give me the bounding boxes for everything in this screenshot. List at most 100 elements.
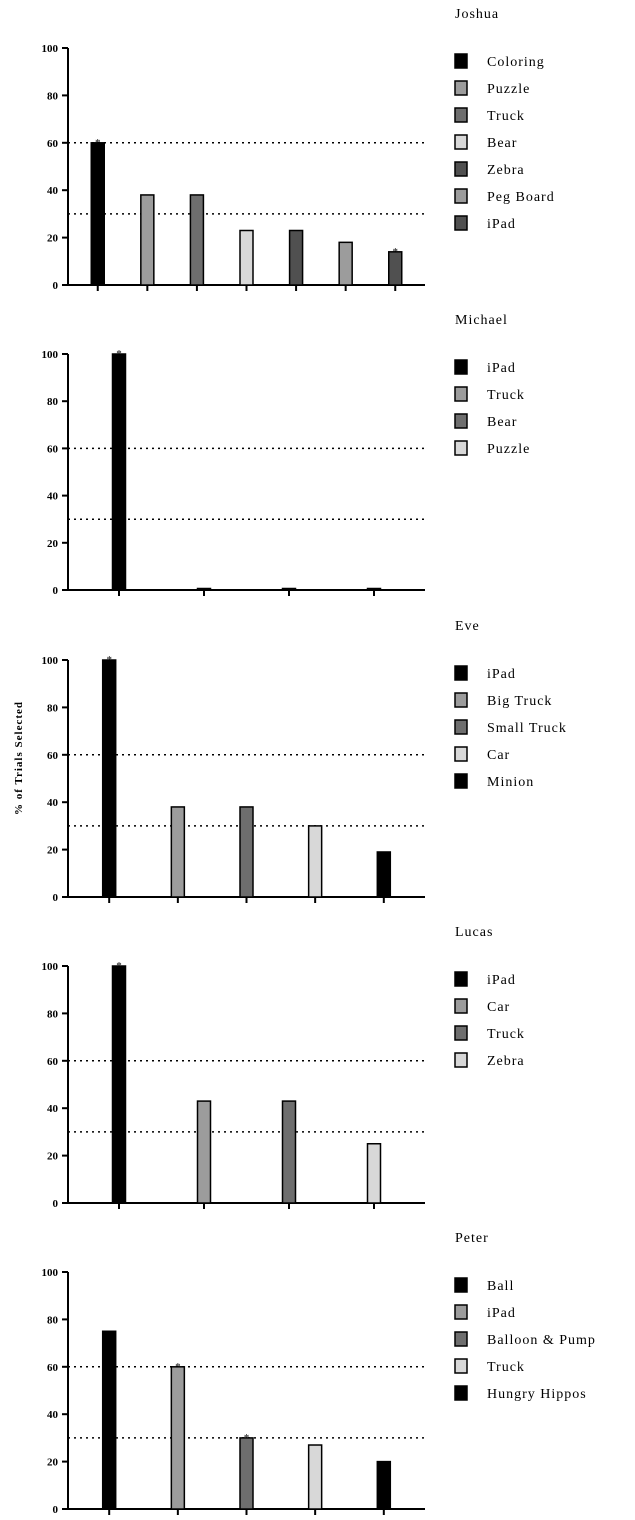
y-tick-label: 40 — [47, 1409, 59, 1421]
bar — [90, 142, 105, 286]
y-tick-label: 80 — [47, 396, 59, 408]
y-tick-label: 100 — [42, 655, 59, 667]
legend-label: Peg Board — [487, 190, 555, 205]
y-tick-label: 100 — [42, 961, 59, 973]
legend-label: iPad — [487, 217, 516, 232]
legend-label: Puzzle — [487, 82, 530, 97]
significance-star: * — [175, 1361, 181, 1373]
chart-panels: Joshua 0 20 40 60 80 100 * * Coloring Puzzle Truck B… — [42, 7, 595, 1516]
legend-label: Puzzle — [487, 442, 530, 457]
legend-swatch — [454, 971, 468, 987]
significance-star: * — [393, 246, 399, 258]
bar — [281, 587, 297, 591]
y-tick-label: 0 — [53, 585, 59, 597]
y-tick-label: 40 — [47, 491, 59, 503]
legend-swatch — [454, 1025, 468, 1041]
bar — [239, 806, 254, 898]
legend-label: Car — [487, 1000, 510, 1015]
bar — [366, 1143, 382, 1204]
bar — [111, 965, 127, 1204]
y-tick-label: 100 — [42, 1267, 59, 1279]
legend-swatch — [454, 1358, 468, 1374]
legend-swatch — [454, 1331, 468, 1347]
legend-label: iPad — [487, 361, 516, 376]
y-tick-label: 80 — [47, 1008, 59, 1020]
y-tick-label: 0 — [53, 1198, 59, 1210]
bar — [281, 1100, 297, 1204]
y-tick-label: 40 — [47, 185, 59, 197]
legend-label: Hungry Hippos — [487, 1387, 587, 1402]
y-tick-label: 0 — [53, 1504, 59, 1515]
legend-swatch — [454, 134, 468, 150]
legend-label: iPad — [487, 667, 516, 682]
legend-label: Truck — [487, 388, 525, 403]
bar — [239, 229, 254, 286]
legend-label: Zebra — [487, 163, 525, 178]
y-tick-label: 20 — [47, 538, 59, 550]
legend-label: Ball — [487, 1279, 514, 1294]
y-tick-label: 100 — [42, 43, 59, 55]
legend-swatch — [454, 773, 468, 789]
bar — [239, 1437, 254, 1510]
y-tick-label: 20 — [47, 1457, 59, 1469]
legend-label: Coloring — [487, 55, 545, 70]
legend-label: Truck — [487, 1360, 525, 1375]
legend-swatch — [454, 1385, 468, 1401]
y-tick-label: 40 — [47, 797, 59, 809]
legend-swatch — [454, 80, 468, 96]
significance-star: * — [106, 654, 112, 666]
panel-title: Michael — [455, 313, 508, 328]
bar — [140, 194, 155, 286]
bar — [101, 1330, 117, 1510]
legend-swatch — [454, 1304, 468, 1320]
y-axis-label: % of Trials Selected — [13, 701, 25, 815]
y-tick-label: 0 — [53, 280, 59, 292]
legend-label: Bear — [487, 136, 517, 151]
bar — [170, 1366, 186, 1510]
legend-swatch — [454, 107, 468, 123]
y-tick-label: 100 — [42, 349, 59, 361]
bar — [288, 229, 304, 286]
legend-swatch — [454, 413, 468, 429]
y-tick-label: 40 — [47, 1103, 59, 1115]
panel-lucas: Lucas 0 20 40 60 80 100 * iPad Car Truck Zebra — [42, 925, 525, 1210]
bar — [388, 251, 403, 286]
significance-star: * — [116, 348, 122, 360]
y-tick-label: 0 — [53, 892, 59, 904]
legend-swatch — [454, 746, 468, 762]
legend-swatch — [454, 1277, 468, 1293]
legend-label: Car — [487, 748, 510, 763]
legend-label: Truck — [487, 1027, 525, 1042]
legend-label: iPad — [487, 1306, 516, 1321]
bar — [196, 1100, 212, 1204]
legend-swatch — [454, 665, 468, 681]
legend-swatch — [454, 440, 468, 456]
y-tick-label: 60 — [47, 138, 59, 150]
bar — [111, 353, 127, 591]
bar — [101, 659, 117, 898]
bar — [189, 194, 205, 286]
bar — [196, 587, 212, 591]
bar — [170, 806, 186, 898]
legend-swatch — [454, 386, 468, 402]
significance-star: * — [116, 960, 122, 972]
legend-swatch — [454, 215, 468, 231]
panel-title: Lucas — [455, 925, 493, 940]
legend-label: Zebra — [487, 1054, 525, 1069]
legend-swatch — [454, 719, 468, 735]
panel-michael: Michael 0 20 40 60 80 100 * iPad Truck Bear Puzzle — [42, 313, 530, 597]
y-tick-label: 20 — [47, 1151, 59, 1163]
y-tick-label: 20 — [47, 233, 59, 245]
panel-eve: Eve 0 20 40 60 80 100 * iPad Big Truck Small Truck… — [42, 619, 566, 904]
bar — [376, 1460, 392, 1510]
significance-star: * — [244, 1432, 250, 1444]
bar — [307, 825, 323, 898]
panel-peter: Peter 0 20 40 60 80 100 * * Ball iPad Balloon & Pum… — [42, 1231, 595, 1516]
legend-label: Minion — [487, 775, 534, 790]
significance-star: * — [95, 137, 101, 149]
panel-joshua: Joshua 0 20 40 60 80 100 * * Coloring Puzzle Truck B… — [42, 7, 555, 292]
legend-label: Bear — [487, 415, 517, 430]
legend-swatch — [454, 692, 468, 708]
y-tick-label: 80 — [47, 702, 59, 714]
